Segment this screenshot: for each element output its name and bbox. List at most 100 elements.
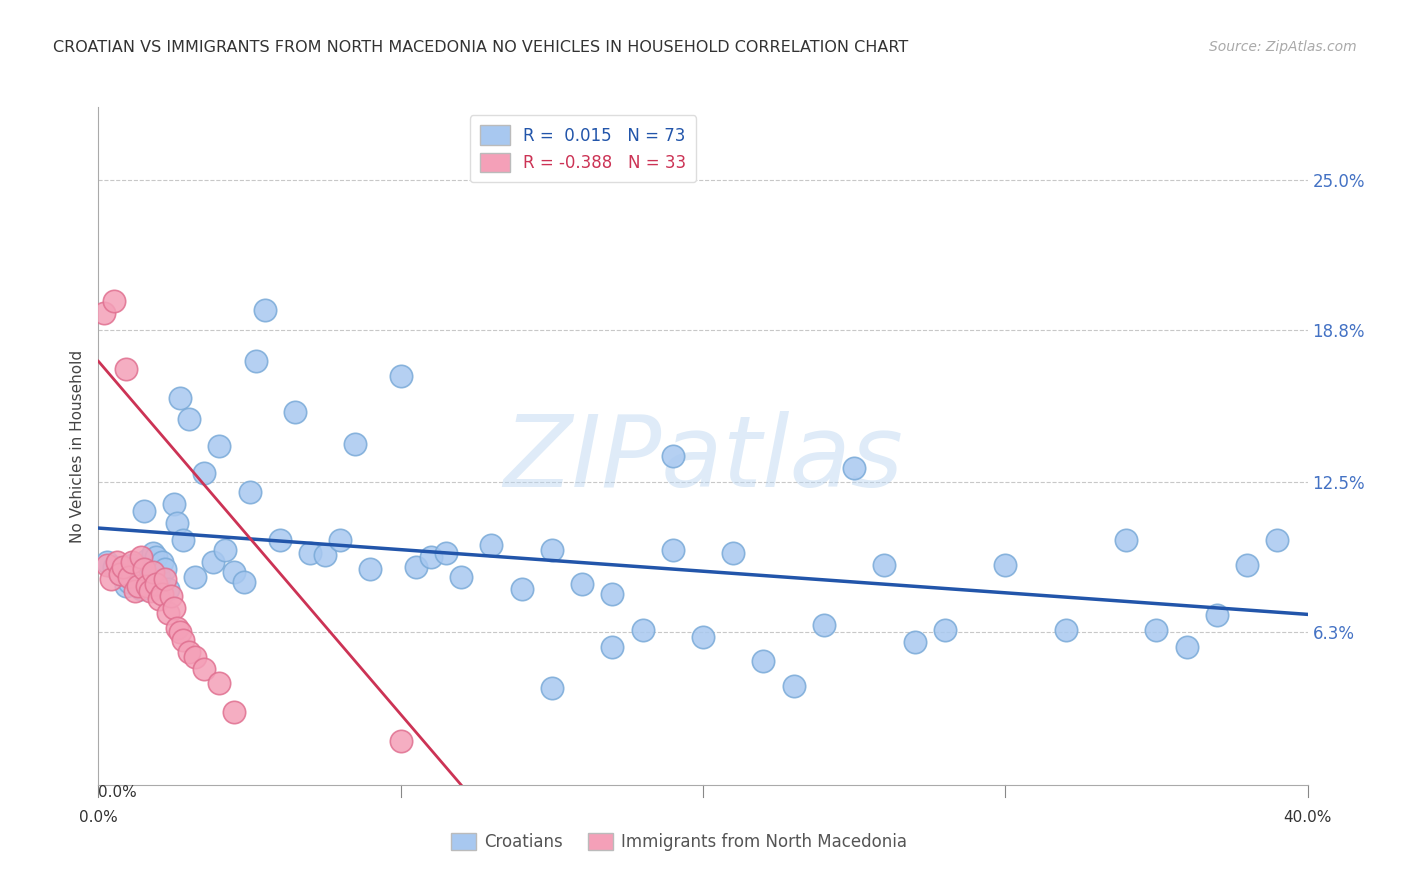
Point: [148, 591, 170, 606]
Point: [100, 572, 122, 586]
Point: [224, 706, 246, 720]
Point: [934, 623, 956, 637]
Point: [631, 623, 654, 637]
Point: [172, 533, 194, 548]
Point: [179, 412, 201, 426]
Point: [169, 391, 191, 405]
Point: [389, 368, 412, 383]
Point: [172, 632, 194, 647]
Point: [127, 577, 149, 591]
Point: [510, 582, 533, 596]
Point: [160, 589, 183, 603]
Point: [540, 543, 562, 558]
Point: [1144, 623, 1167, 637]
Point: [253, 303, 276, 318]
Point: [129, 582, 152, 596]
Point: [360, 562, 382, 576]
Point: [540, 681, 562, 695]
Point: [127, 579, 149, 593]
Point: [93, 306, 115, 320]
Point: [129, 550, 152, 565]
Point: [1054, 623, 1077, 637]
Point: [661, 449, 683, 463]
Point: [752, 655, 775, 669]
Text: CROATIAN VS IMMIGRANTS FROM NORTH MACEDONIA NO VEHICLES IN HOUSEHOLD CORRELATION: CROATIAN VS IMMIGRANTS FROM NORTH MACEDO…: [53, 40, 908, 55]
Point: [96, 555, 118, 569]
Text: Source: ZipAtlas.com: Source: ZipAtlas.com: [1209, 40, 1357, 54]
Point: [813, 618, 835, 632]
Point: [434, 545, 457, 559]
Point: [405, 560, 427, 574]
Point: [193, 466, 215, 480]
Point: [105, 555, 128, 569]
Point: [208, 676, 231, 690]
Point: [1175, 640, 1198, 654]
Text: 40.0%: 40.0%: [1284, 810, 1331, 825]
Point: [118, 570, 141, 584]
Point: [214, 543, 236, 558]
Point: [108, 567, 131, 582]
Point: [184, 570, 207, 584]
Point: [389, 734, 412, 748]
Point: [208, 439, 231, 453]
Point: [150, 555, 173, 569]
Point: [103, 560, 125, 574]
Point: [153, 572, 176, 586]
Point: [202, 555, 225, 569]
Point: [145, 550, 167, 565]
Point: [132, 562, 155, 576]
Point: [692, 630, 714, 644]
Point: [239, 485, 262, 500]
Point: [193, 662, 215, 676]
Point: [139, 584, 162, 599]
Point: [232, 574, 254, 589]
Point: [163, 497, 186, 511]
Text: ZIPatlas: ZIPatlas: [503, 411, 903, 508]
Point: [571, 577, 593, 591]
Point: [602, 640, 624, 654]
Point: [108, 567, 131, 582]
Point: [124, 562, 146, 576]
Point: [450, 570, 472, 584]
Point: [118, 574, 141, 589]
Text: 0.0%: 0.0%: [79, 810, 118, 825]
Y-axis label: No Vehicles in Household: No Vehicles in Household: [69, 350, 84, 542]
Point: [661, 543, 683, 558]
Point: [166, 621, 188, 635]
Point: [224, 565, 246, 579]
Point: [103, 293, 125, 308]
Point: [314, 548, 336, 562]
Point: [142, 545, 165, 559]
Point: [114, 361, 136, 376]
Point: [142, 565, 165, 579]
Point: [121, 555, 143, 569]
Point: [179, 645, 201, 659]
Point: [783, 679, 806, 693]
Point: [148, 570, 170, 584]
Point: [1267, 533, 1289, 548]
Point: [269, 533, 291, 548]
Point: [420, 550, 443, 565]
Point: [156, 606, 179, 620]
Point: [135, 579, 157, 593]
Point: [1115, 533, 1137, 548]
Text: 0.0%: 0.0%: [98, 785, 138, 800]
Point: [114, 579, 136, 593]
Point: [139, 567, 162, 582]
Point: [132, 504, 155, 518]
Point: [169, 625, 191, 640]
Point: [1206, 608, 1229, 623]
Point: [184, 649, 207, 664]
Point: [111, 562, 134, 576]
Point: [844, 460, 866, 475]
Point: [153, 562, 176, 576]
Point: [904, 635, 927, 649]
Point: [156, 582, 179, 596]
Point: [96, 558, 118, 572]
Point: [481, 538, 503, 552]
Point: [111, 560, 134, 574]
Legend: Croatians, Immigrants from North Macedonia: Croatians, Immigrants from North Macedon…: [444, 827, 914, 858]
Point: [723, 545, 745, 559]
Point: [163, 601, 186, 615]
Point: [873, 558, 896, 572]
